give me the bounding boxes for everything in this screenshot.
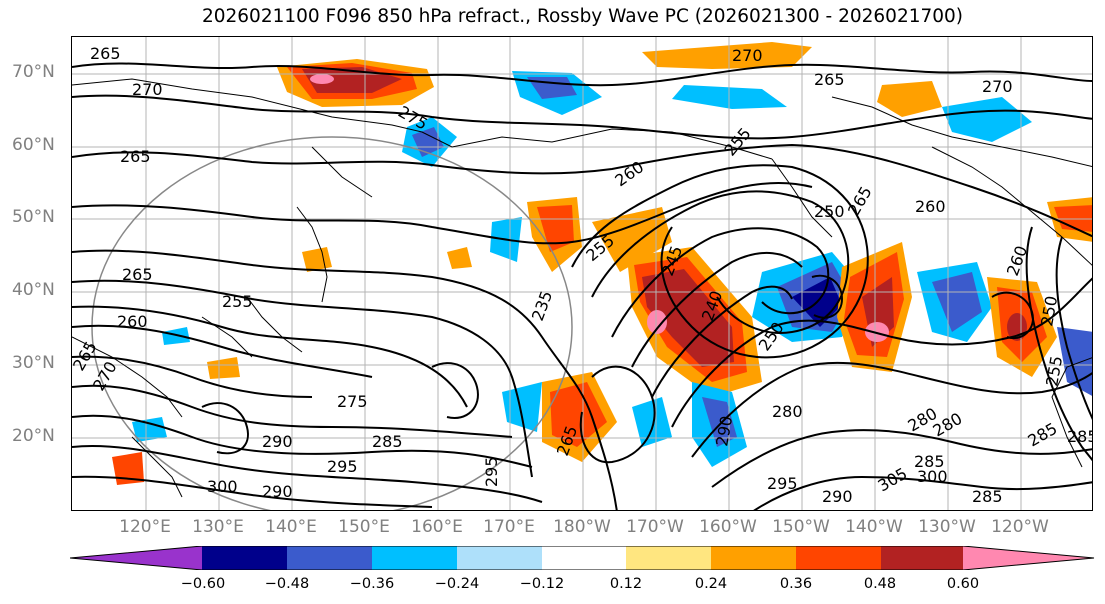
lat-label-40n: 40°N	[12, 280, 55, 300]
contour-label: 285	[372, 432, 403, 451]
lat-label-60n: 60°N	[12, 135, 55, 155]
contour-label: 290	[262, 432, 293, 451]
contour-label: 265	[814, 70, 845, 89]
colorbar-label: −0.24	[434, 576, 480, 592]
colorbar-extend-low	[70, 546, 202, 570]
contour-label: 285	[972, 487, 1003, 506]
contour-label: 295	[482, 456, 501, 487]
lon-label-130e: 130°E	[192, 517, 244, 537]
map-title: 2026021100 F096 850 hPa refract., Rossby…	[201, 6, 964, 27]
contour-label: 270	[982, 77, 1013, 96]
contour-label: 290	[822, 487, 853, 506]
contour-label: 270	[89, 358, 121, 394]
contour-label: 255	[222, 292, 253, 311]
shading-layer	[112, 42, 1092, 485]
contour-label: 305	[875, 464, 911, 496]
contour-label: 265	[122, 265, 153, 284]
contour-label: 260	[117, 312, 148, 331]
lon-label-150w: 150°W	[772, 517, 830, 537]
colorbar-swatch	[202, 546, 287, 570]
contour-label: 255	[721, 124, 755, 160]
contour-label: 295	[767, 474, 798, 493]
contour-label: 300	[917, 467, 948, 486]
colorbar-label: −0.48	[264, 576, 310, 592]
lon-label-180w: 180°W	[553, 517, 611, 537]
contour-label: 270	[732, 46, 763, 65]
colorbar-swatch	[796, 546, 881, 570]
contour-label: 285	[1067, 427, 1093, 446]
contour-label: 250	[1037, 294, 1061, 327]
lon-label-170e: 170°E	[483, 517, 535, 537]
colorbar-label: −0.36	[349, 576, 395, 592]
contour-label: 250	[814, 202, 845, 221]
lon-label-150e: 150°E	[338, 517, 390, 537]
colorbar	[70, 546, 1095, 570]
contour-label: 300	[207, 477, 238, 496]
colorbar-swatch	[542, 546, 626, 570]
map-canvas: 265 270 275 265 270 270 265 260 255 265 …	[72, 37, 1093, 510]
lat-label-70n: 70°N	[12, 62, 55, 82]
contour-label: 290	[262, 482, 293, 501]
colorbar-label: 0.36	[779, 576, 813, 592]
lon-label-160w: 160°W	[699, 517, 757, 537]
colorbar-outline	[70, 546, 1095, 570]
colorbar-swatch	[287, 546, 372, 570]
contour-label: 260	[611, 157, 647, 190]
contour-label: 275	[337, 392, 368, 411]
lon-label-170w: 170°W	[626, 517, 684, 537]
contour-label: 255	[1042, 354, 1066, 387]
colorbar-label: 0.12	[609, 576, 643, 592]
lon-label-130w: 130°W	[918, 517, 976, 537]
colorbar-swatch	[881, 546, 963, 570]
map-panel: 265 270 275 265 270 270 265 260 255 265 …	[71, 36, 1093, 511]
region-circle	[91, 136, 573, 510]
colorbar-swatch	[711, 546, 796, 570]
lon-label-140e: 140°E	[265, 517, 317, 537]
colorbar-label: 0.60	[946, 576, 980, 592]
contour-label: 285	[1025, 419, 1061, 451]
colorbar-label: 0.24	[694, 576, 728, 592]
lon-label-140w: 140°W	[845, 517, 903, 537]
colorbar-label: 0.48	[863, 576, 897, 592]
contour-label: 280	[772, 402, 803, 421]
contour-lines	[72, 62, 1092, 510]
colorbar-swatch	[626, 546, 711, 570]
colorbar-label: −0.12	[519, 576, 565, 592]
colorbar-swatch	[457, 546, 542, 570]
contour-label: 265	[844, 183, 876, 219]
contour-label: 285	[914, 452, 945, 471]
graticule	[72, 37, 1092, 510]
lon-label-120e: 120°E	[119, 517, 171, 537]
lon-label-160e: 160°E	[411, 517, 463, 537]
lon-label-120w: 120°W	[991, 517, 1049, 537]
lat-label-30n: 30°N	[12, 353, 55, 373]
lat-label-50n: 50°N	[12, 207, 55, 227]
contour-label: 265	[120, 147, 151, 166]
lat-label-20n: 20°N	[12, 426, 55, 446]
colorbar-extend-high	[963, 546, 1094, 570]
colorbar-label: −0.60	[180, 576, 226, 592]
contour-label: 265	[90, 44, 121, 63]
colorbar-swatch	[372, 546, 457, 570]
contour-label: 260	[915, 197, 946, 216]
contour-label: 270	[132, 80, 163, 99]
contour-label: 295	[327, 457, 358, 476]
contour-label: 235	[528, 288, 556, 323]
